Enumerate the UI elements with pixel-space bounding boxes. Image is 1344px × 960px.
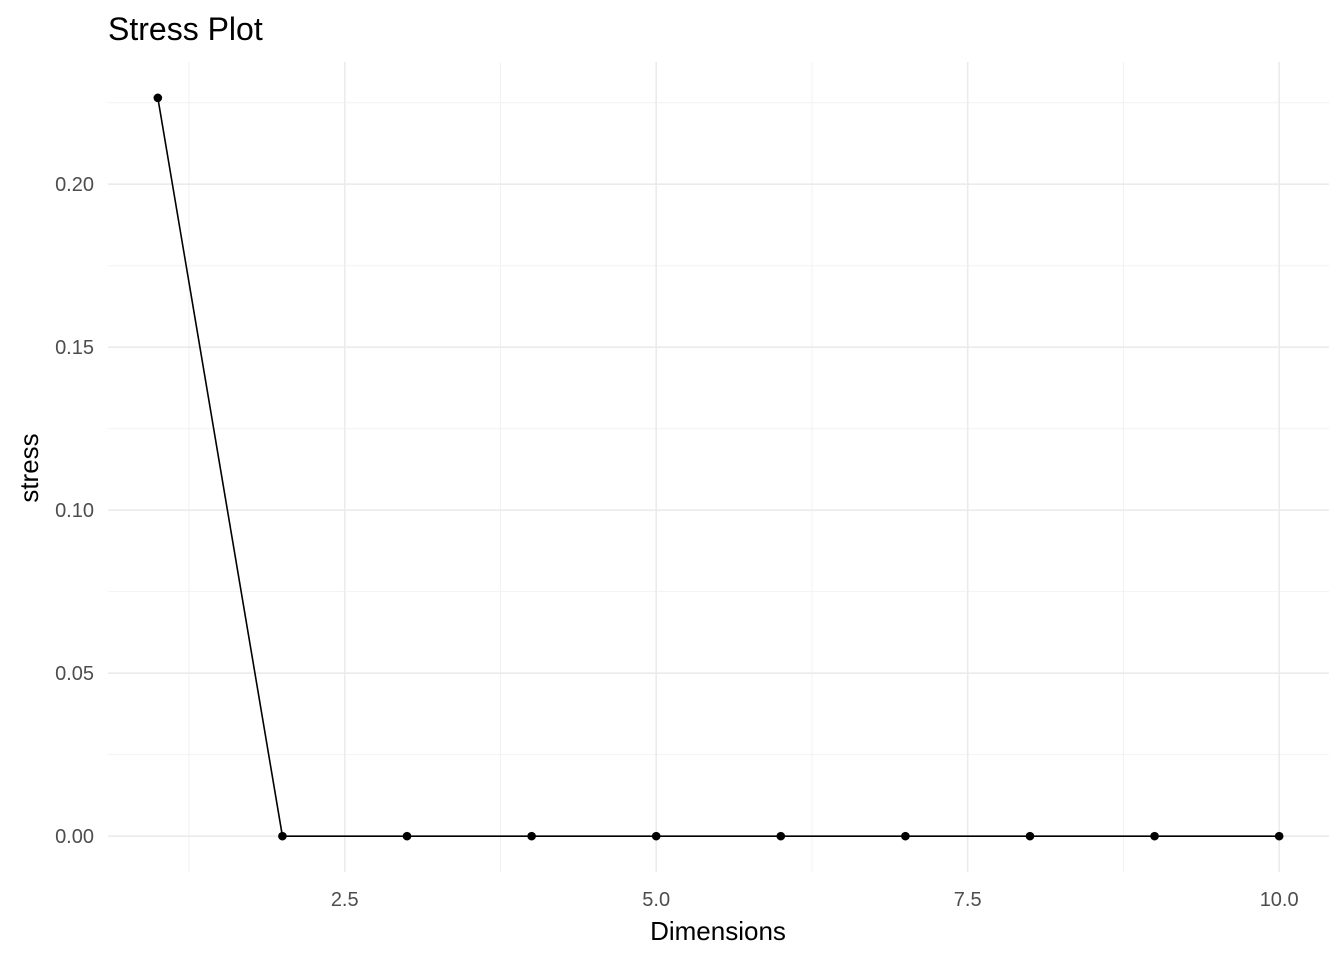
stress-point xyxy=(651,831,661,841)
major-gridlines xyxy=(108,62,1329,872)
x-axis-title: Dimensions xyxy=(650,916,786,946)
series-layer xyxy=(153,93,1284,841)
stress-line xyxy=(157,97,1280,837)
stress-point xyxy=(402,831,412,841)
y-axis-title: stress xyxy=(14,433,44,502)
stress-point xyxy=(901,831,910,841)
x-tick-label: 5.0 xyxy=(642,889,670,911)
stress-point xyxy=(527,831,536,841)
stress-point xyxy=(1150,831,1159,841)
stress-point xyxy=(1274,831,1284,841)
stress-point xyxy=(1025,831,1035,841)
stress-point xyxy=(776,831,786,841)
x-tick-label: 2.5 xyxy=(331,889,359,911)
stress-point xyxy=(278,831,287,841)
x-tick-label: 7.5 xyxy=(954,889,982,911)
y-tick-label: 0.00 xyxy=(55,826,94,848)
y-tick-label: 0.10 xyxy=(55,500,94,522)
minor-gridlines xyxy=(108,62,1329,872)
y-tick-label: 0.05 xyxy=(55,663,94,685)
x-tick-label: 10.0 xyxy=(1260,889,1299,911)
chart-title: Stress Plot xyxy=(108,11,263,47)
y-tick-label: 0.20 xyxy=(55,174,94,196)
stress-point xyxy=(153,93,163,103)
y-tick-label: 0.15 xyxy=(55,337,94,359)
tick-labels: 2.5 5.0 7.5 10.0 0.00 0.05 0.10 0.15 0.20 xyxy=(55,174,1299,911)
